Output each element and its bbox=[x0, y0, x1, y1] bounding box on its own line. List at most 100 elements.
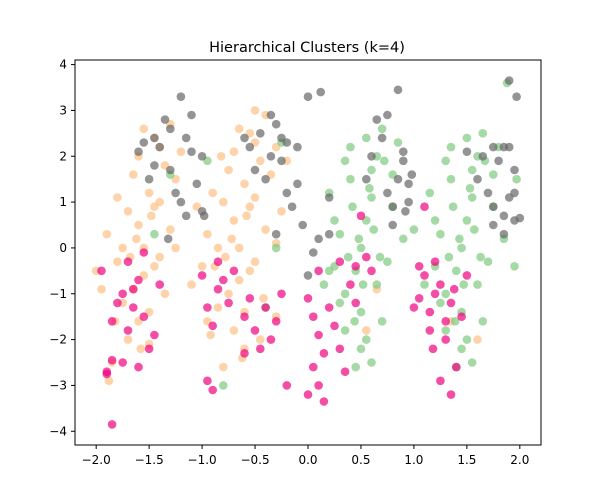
cluster-3-point bbox=[504, 76, 514, 85]
cluster-2-point bbox=[340, 326, 350, 335]
cluster-2-point bbox=[462, 216, 472, 225]
cluster-1-point bbox=[250, 257, 260, 267]
cluster-3-point bbox=[298, 220, 308, 230]
cluster-3-point bbox=[489, 220, 498, 230]
cluster-1-point bbox=[219, 362, 228, 372]
cluster-4-point bbox=[266, 335, 276, 344]
cluster-2-point bbox=[367, 358, 376, 367]
cluster-2-point bbox=[393, 138, 403, 147]
cluster-3-point bbox=[510, 165, 519, 175]
cluster-4-point bbox=[282, 381, 292, 390]
y-tick-label: 2 bbox=[59, 149, 67, 163]
cluster-2-point bbox=[377, 317, 387, 326]
cluster-2-point bbox=[455, 234, 464, 244]
cluster-3-point bbox=[383, 188, 392, 198]
cluster-1-point bbox=[224, 289, 233, 299]
cluster-2-point bbox=[446, 142, 456, 152]
cluster-4-point bbox=[118, 289, 127, 299]
cluster-1-point bbox=[245, 266, 255, 276]
cluster-4-point bbox=[351, 262, 361, 271]
cluster-4-point bbox=[240, 349, 249, 358]
cluster-4-point bbox=[436, 376, 445, 386]
cluster-3-point bbox=[407, 170, 417, 179]
cluster-4-point bbox=[367, 266, 376, 276]
cluster-3-point bbox=[512, 92, 521, 101]
cluster-3-point bbox=[473, 174, 482, 184]
cluster-1-point bbox=[213, 243, 223, 253]
cluster-4-point bbox=[425, 307, 435, 317]
cluster-4-point bbox=[134, 362, 143, 372]
cluster-3-point bbox=[171, 188, 180, 198]
cluster-3-point bbox=[199, 211, 209, 221]
cluster-2-point bbox=[470, 225, 479, 234]
cluster-2-point bbox=[462, 133, 472, 143]
cluster-4-point bbox=[229, 266, 239, 276]
cluster-4-point bbox=[314, 266, 323, 276]
cluster-4-point bbox=[123, 326, 133, 335]
cluster-3-point bbox=[240, 133, 249, 143]
cluster-1-point bbox=[171, 243, 180, 253]
cluster-2-point bbox=[350, 317, 359, 326]
cluster-4-point bbox=[441, 317, 451, 326]
cluster-4-point bbox=[277, 289, 286, 299]
cluster-4-point bbox=[250, 326, 260, 335]
cluster-1-point bbox=[245, 202, 255, 211]
cluster-2-point bbox=[362, 133, 371, 143]
cluster-1-point bbox=[113, 193, 122, 202]
cluster-2-point bbox=[356, 307, 366, 317]
cluster-2-point bbox=[324, 266, 334, 276]
cluster-4-point bbox=[457, 312, 466, 322]
cluster-4-point bbox=[420, 271, 429, 280]
cluster-3-point bbox=[261, 174, 270, 184]
cluster-4-point bbox=[129, 303, 138, 312]
cluster-4-point bbox=[113, 298, 122, 308]
cluster-3-point bbox=[489, 142, 498, 152]
cluster-1-point bbox=[203, 229, 212, 239]
cluster-2-point bbox=[430, 216, 440, 225]
cluster-3-point bbox=[150, 161, 159, 170]
cluster-4-point bbox=[319, 397, 329, 406]
cluster-4-point bbox=[203, 376, 212, 386]
cluster-4-point bbox=[118, 358, 127, 367]
cluster-1-point bbox=[250, 193, 260, 202]
cluster-2-point bbox=[346, 174, 355, 184]
cluster-4-point bbox=[139, 312, 149, 322]
cluster-4-point bbox=[271, 317, 281, 326]
cluster-2-point bbox=[219, 381, 228, 390]
cluster-3-point bbox=[166, 165, 175, 175]
cluster-4-point bbox=[452, 362, 461, 372]
cluster-2-point bbox=[335, 298, 345, 308]
cluster-1-point bbox=[97, 284, 106, 294]
cluster-4-point bbox=[102, 367, 112, 377]
cluster-1-point bbox=[242, 211, 251, 221]
cluster-2-point bbox=[377, 124, 387, 134]
y-tick-label: −4 bbox=[49, 424, 67, 438]
cluster-4-point bbox=[255, 344, 265, 354]
cluster-2-point bbox=[436, 298, 445, 308]
cluster-2-point bbox=[425, 188, 435, 198]
cluster-1-point bbox=[208, 188, 217, 198]
cluster-3-point bbox=[362, 174, 371, 184]
cluster-4-point bbox=[144, 344, 154, 354]
cluster-3-point bbox=[271, 229, 281, 239]
cluster-1-point bbox=[255, 335, 265, 344]
cluster-2-point bbox=[510, 262, 519, 271]
cluster-2-point bbox=[335, 229, 345, 239]
cluster-3-point bbox=[483, 188, 493, 198]
cluster-4-point bbox=[123, 257, 133, 267]
cluster-2-point bbox=[465, 184, 475, 193]
cluster-3-point bbox=[271, 119, 281, 129]
cluster-2-point bbox=[356, 344, 366, 354]
cluster-4-point bbox=[340, 367, 350, 377]
cluster-1-point bbox=[129, 170, 138, 179]
cluster-2-point bbox=[367, 193, 376, 202]
cluster-1-point bbox=[224, 165, 233, 175]
cluster-1-point bbox=[160, 289, 170, 299]
x-tick-label: 2.0 bbox=[510, 453, 529, 467]
cluster-4-point bbox=[213, 284, 223, 294]
cluster-2-point bbox=[462, 335, 472, 344]
cluster-3-point bbox=[316, 87, 326, 97]
cluster-4-point bbox=[324, 303, 334, 312]
cluster-3-point bbox=[245, 142, 255, 152]
